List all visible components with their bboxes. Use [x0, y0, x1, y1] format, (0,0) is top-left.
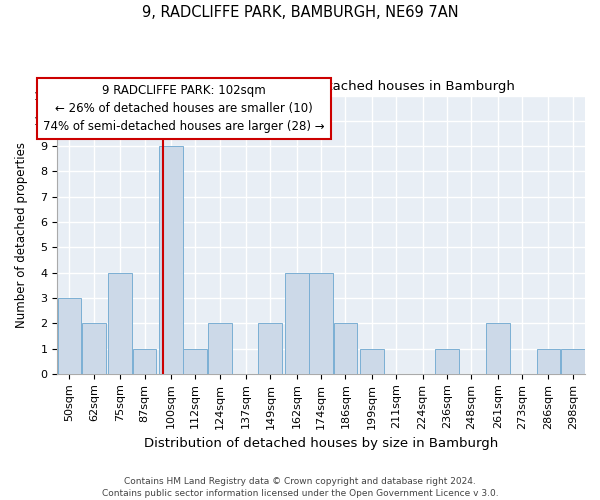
- Bar: [82, 323, 106, 374]
- X-axis label: Distribution of detached houses by size in Bamburgh: Distribution of detached houses by size …: [144, 437, 498, 450]
- Bar: [561, 348, 585, 374]
- Bar: [133, 348, 157, 374]
- Bar: [108, 272, 132, 374]
- Bar: [285, 272, 309, 374]
- Text: Contains HM Land Registry data © Crown copyright and database right 2024.
Contai: Contains HM Land Registry data © Crown c…: [101, 476, 499, 498]
- Y-axis label: Number of detached properties: Number of detached properties: [15, 142, 28, 328]
- Bar: [486, 323, 509, 374]
- Bar: [259, 323, 283, 374]
- Text: 9, RADCLIFFE PARK, BAMBURGH, NE69 7AN: 9, RADCLIFFE PARK, BAMBURGH, NE69 7AN: [142, 5, 458, 20]
- Bar: [360, 348, 384, 374]
- Bar: [208, 323, 232, 374]
- Bar: [334, 323, 358, 374]
- Title: Size of property relative to detached houses in Bamburgh: Size of property relative to detached ho…: [128, 80, 515, 93]
- Bar: [184, 348, 207, 374]
- Bar: [159, 146, 183, 374]
- Bar: [536, 348, 560, 374]
- Bar: [58, 298, 82, 374]
- Bar: [435, 348, 459, 374]
- Text: 9 RADCLIFFE PARK: 102sqm
← 26% of detached houses are smaller (10)
74% of semi-d: 9 RADCLIFFE PARK: 102sqm ← 26% of detach…: [43, 84, 325, 132]
- Bar: [309, 272, 333, 374]
